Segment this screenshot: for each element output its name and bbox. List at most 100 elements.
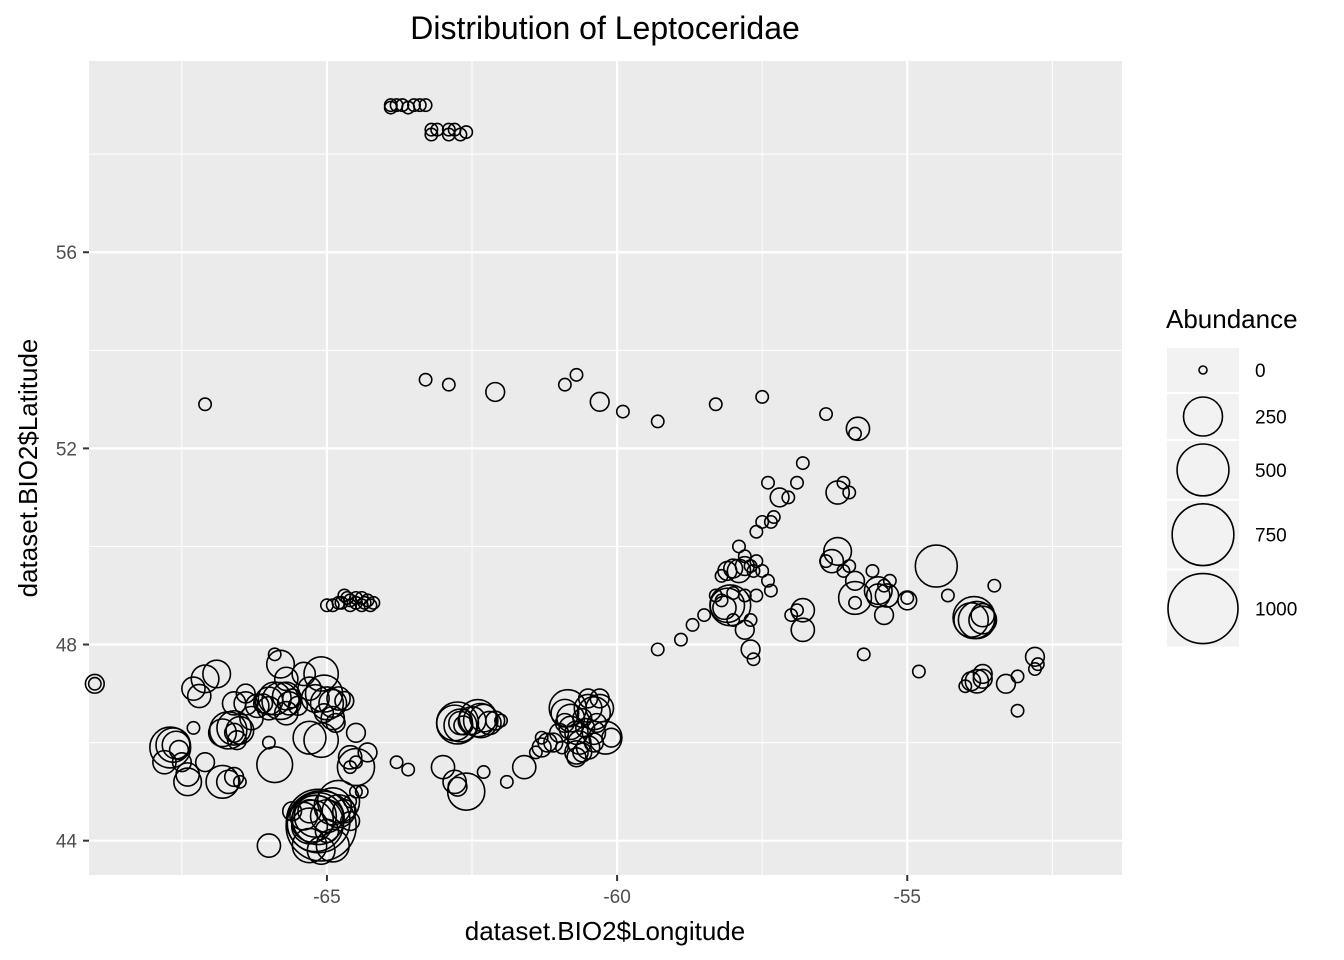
legend-key-circle: [1171, 503, 1235, 567]
data-point: [306, 835, 336, 866]
legend-key-box: [1167, 348, 1239, 392]
data-point: [171, 752, 193, 773]
data-point: [291, 661, 317, 687]
legend-label: 0: [1255, 361, 1266, 382]
data-point: [186, 720, 201, 735]
legend-key-circle: [1176, 443, 1230, 497]
data-point: [207, 718, 238, 748]
data-point: [292, 720, 327, 755]
data-point: [734, 619, 755, 640]
data-point: [1030, 657, 1045, 672]
legend-key-box: [1167, 570, 1239, 647]
data-point: [205, 764, 240, 800]
data-point: [968, 605, 998, 635]
data-point: [755, 514, 770, 529]
data-point: [453, 715, 474, 736]
legend-key-box: [1167, 441, 1239, 499]
data-point: [343, 760, 358, 775]
data-point: [673, 632, 688, 647]
legend-key-circle: [1182, 396, 1224, 437]
data-point: [87, 676, 102, 691]
data-point: [345, 722, 367, 743]
data-point: [334, 595, 349, 610]
data-point: [914, 544, 959, 588]
data-point: [336, 747, 376, 787]
data-point: [865, 563, 880, 578]
data-point: [418, 372, 433, 387]
data-point: [995, 673, 1017, 694]
data-point: [273, 666, 299, 692]
legend-key-circle: [1198, 365, 1208, 375]
data-point: [823, 536, 853, 566]
data-point: [190, 664, 220, 694]
data-point: [569, 367, 584, 382]
data-point: [181, 676, 206, 702]
data-point: [842, 559, 857, 574]
data-point: [972, 663, 993, 685]
data-point: [900, 590, 915, 605]
data-point: [911, 664, 926, 679]
data-point: [726, 558, 752, 584]
x-axis-title: dataset.BIO2$Longitude: [465, 916, 745, 946]
data-point: [1010, 669, 1025, 684]
data-point: [186, 683, 212, 709]
data-point: [441, 122, 456, 137]
data-point: [273, 700, 299, 726]
legend-label: 250: [1255, 408, 1287, 429]
data-point: [882, 573, 897, 588]
data-point: [485, 710, 506, 731]
data-point: [499, 774, 514, 789]
data-point: [194, 752, 216, 773]
data-point: [844, 570, 866, 591]
legend-key-circle: [1167, 572, 1239, 645]
legend-label: 1000: [1255, 600, 1297, 621]
data-point: [303, 722, 340, 759]
x-tick-label: -65: [313, 887, 340, 908]
data-point: [708, 397, 723, 412]
data-point: [528, 745, 543, 760]
data-points: [84, 98, 1046, 866]
y-tick-label: 48: [56, 636, 77, 657]
data-point: [303, 655, 340, 692]
data-point: [198, 397, 213, 412]
data-point: [534, 730, 549, 745]
data-point: [418, 98, 433, 113]
data-point: [589, 391, 610, 412]
grid-major: [89, 61, 1122, 875]
data-point: [401, 762, 416, 777]
x-tick-labels: -65 -60 -55: [313, 887, 921, 908]
data-point: [326, 686, 351, 711]
y-tick-label: 44: [56, 832, 78, 853]
data-point: [383, 100, 398, 115]
data-point: [837, 580, 873, 616]
data-point: [769, 487, 790, 508]
y-tick-label: 52: [56, 439, 77, 460]
data-point: [216, 709, 253, 746]
data-point: [726, 613, 741, 628]
data-point: [557, 377, 572, 392]
data-point: [746, 652, 761, 667]
data-point: [863, 575, 893, 606]
data-point: [232, 774, 247, 789]
data-point: [84, 673, 105, 694]
data-point: [685, 617, 700, 632]
data-point: [485, 381, 506, 403]
data-point: [291, 791, 345, 846]
data-point: [615, 404, 630, 419]
data-point: [790, 617, 816, 643]
data-point: [424, 122, 439, 137]
data-point: [566, 747, 587, 768]
legend-keys: 0 250 500 750 1000: [1167, 348, 1297, 647]
data-point: [1024, 646, 1046, 667]
data-point: [650, 414, 665, 429]
data-point: [588, 720, 623, 755]
data-point: [714, 568, 729, 583]
data-point: [343, 598, 358, 613]
axis-ticks: [83, 251, 909, 881]
data-point: [175, 762, 201, 787]
data-point: [972, 668, 993, 690]
chart-title: Distribution of Leptoceridae: [410, 10, 800, 46]
data-point: [202, 659, 232, 689]
data-point: [389, 755, 404, 770]
